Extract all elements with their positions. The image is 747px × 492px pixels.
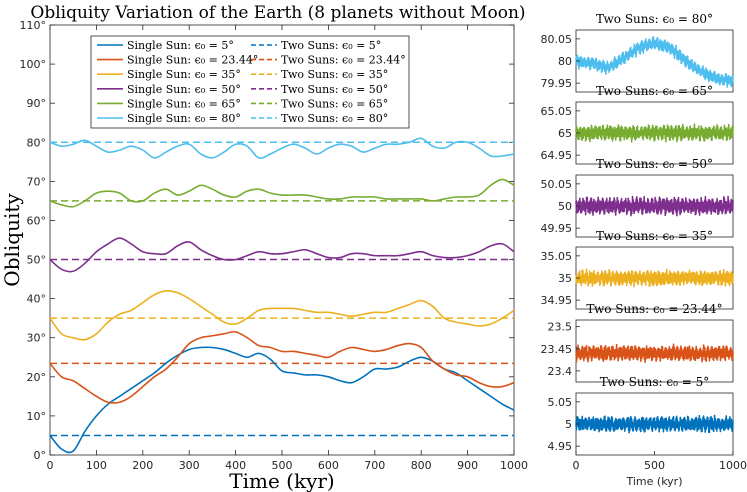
subplot-y-tick-label: 65 [558,127,572,140]
subplot-panel: Two Suns: ϵ₀ = 65° 64.95 65 65.05 [541,84,734,165]
legend-entry-label: Two Suns: ϵ₀ = 50° [281,83,388,96]
subplot-y-tick-label: 4.95 [548,440,573,453]
main-x-tick-label: 700 [364,459,385,472]
legend-entry-label: Two Suns: ϵ₀ = 23.44° [281,54,406,67]
main-obliquity-chart: 0° 10° 20° 30° 40° 50° 60° 70° 80° 90° 100° 110° 0 10… [0,19,528,492]
main-x-tick-label: 900 [457,459,478,472]
single-sun-line-80 [49,137,515,159]
main-x-tick-label: 500 [272,459,293,472]
main-y-tick-label: 0° [34,449,47,462]
subplot-title: Two Suns: ϵ₀ = 65° [596,84,713,98]
subplot-series-line [575,123,734,143]
subplot-title: Two Suns: ϵ₀ = 35° [596,229,713,243]
main-y-tick-label: 20° [27,371,47,384]
legend-entry-label: Single Sun: ϵ₀ = 65° [127,97,241,110]
subplot-panel: Two Suns: ϵ₀ = 5° 4.95 5 5.05 0 500 1000 Time (… [548,375,747,488]
subplot-x-tick-label: 1000 [719,459,747,472]
main-y-tick-label: 100° [20,58,47,71]
figure-title: Obliquity Variation of the Earth (8 plan… [30,3,525,23]
subplot-series-line [575,343,734,364]
subplot-y-tick-label: 35.05 [541,250,573,263]
subplot-y-tick-label: 80 [558,55,572,68]
main-y-axis-label: Obliquity [0,193,24,287]
subplot-title: Two Suns: ϵ₀ = 23.44° [586,302,722,316]
legend-entry-label: Two Suns: ϵ₀ = 5° [281,39,381,52]
subplot-y-tick-label: 65.05 [541,105,573,118]
main-x-tick-label: 600 [318,459,339,472]
subplot-panel: Two Suns: ϵ₀ = 35° 34.95 35 35.05 [541,229,734,310]
subplot-y-tick-label: 80.05 [541,33,573,46]
subplot-y-tick-label: 34.95 [541,294,573,307]
subplot-panel: Two Suns: ϵ₀ = 80° 79.95 80 80.05 [541,12,734,93]
main-x-tick-label: 100 [86,459,107,472]
legend-entry-label: Two Suns: ϵ₀ = 35° [281,68,388,81]
main-x-tick-label: 400 [225,459,246,472]
subplot-panel: Two Suns: ϵ₀ = 50° 49.95 50 50.05 [541,157,734,238]
legend-entry-label: Single Sun: ϵ₀ = 23.44° [127,54,258,67]
legend-entry-label: Single Sun: ϵ₀ = 35° [127,68,241,81]
main-y-tick-label: 70° [27,175,47,188]
main-x-tick-label: 0 [47,459,54,472]
subplot-y-tick-label: 23.45 [541,343,573,356]
legend-entry-label: Single Sun: ϵ₀ = 5° [127,39,234,52]
single-sun-line-50 [49,237,515,273]
subplot-x-tick-label: 500 [644,459,665,472]
main-y-tick-label: 60° [27,214,47,227]
legend-entry-label: Single Sun: ϵ₀ = 80° [127,112,241,125]
single-sun-line-35 [49,289,515,341]
subplot-y-tick-label: 23.5 [548,321,573,334]
main-x-axis-label: Time (kyr) [229,469,334,492]
main-x-tick-label: 1000 [500,459,528,472]
main-y-tick-label: 50° [27,254,47,267]
subplot-y-tick-label: 49.95 [541,222,573,235]
subplot-y-tick-label: 5 [565,418,572,431]
subplot-series-line [575,195,734,217]
subplot-y-tick-label: 64.95 [541,149,573,162]
main-y-tick-label: 40° [27,293,47,306]
subplot-x-tick-label: 0 [573,459,580,472]
subplot-y-tick-label: 23.4 [548,365,573,378]
main-x-tick-label: 200 [132,459,153,472]
subplot-y-tick-label: 50.05 [541,178,573,191]
subplot-y-tick-label: 50 [558,200,572,213]
main-y-tick-label: 30° [27,332,47,345]
single-sun-line-23.44 [49,330,515,404]
subplot-y-tick-label: 79.95 [541,77,573,90]
legend-entry-label: Single Sun: ϵ₀ = 50° [127,83,241,96]
subplot-title: Two Suns: ϵ₀ = 50° [596,157,713,171]
subplot-title: Two Suns: ϵ₀ = 80° [596,12,713,26]
main-y-tick-label: 110° [20,19,47,32]
subplot-x-axis-label: Time (kyr) [625,475,682,488]
subplot-series-line [575,36,734,88]
legend-entry-label: Two Suns: ϵ₀ = 80° [281,112,388,125]
subplot-y-tick-label: 5.05 [548,396,573,409]
main-y-tick-label: 80° [27,136,47,149]
single-sun-line-65 [49,178,515,208]
subplot-title: Two Suns: ϵ₀ = 5° [600,375,709,389]
main-y-tick-label: 10° [27,410,47,423]
subplot-panel: Two Suns: ϵ₀ = 23.44° 23.4 23.45 23.5 [541,302,734,383]
subplot-series-line [575,268,734,288]
legend-entry-label: Two Suns: ϵ₀ = 65° [281,97,388,110]
main-y-tick-label: 90° [27,97,47,110]
subplot-series-line [575,414,734,434]
subplot-y-tick-label: 35 [558,272,572,285]
main-x-tick-label: 800 [411,459,432,472]
main-legend-box [90,35,410,129]
main-x-tick-label: 300 [179,459,200,472]
